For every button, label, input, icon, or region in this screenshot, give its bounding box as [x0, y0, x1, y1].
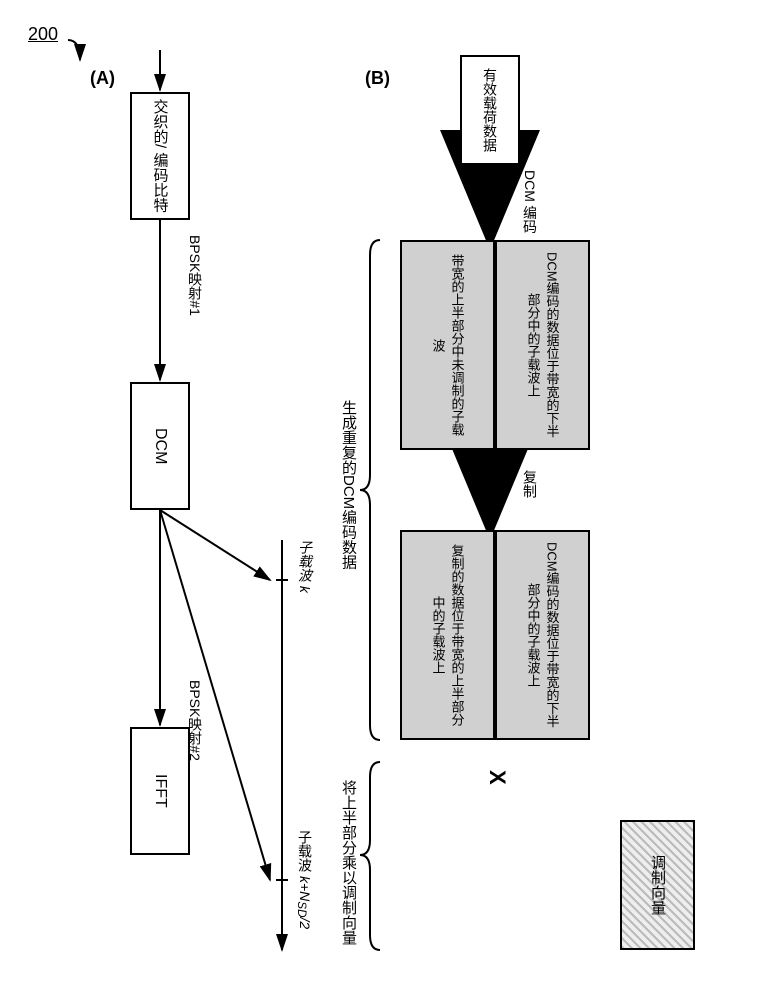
panel-a-marker: (A): [90, 68, 115, 89]
label-copy: 复制: [520, 470, 540, 498]
col2-top: 复制的数据位于带宽的上半部分中的子载波上: [400, 530, 495, 740]
col1-top: 带宽的上半部分中未调制的子载波: [400, 240, 495, 450]
brace1-label: 生成重复的DCM编码数据: [338, 400, 359, 569]
box-dcm: DCM: [130, 382, 190, 510]
diagram-root: 200: [20, 20, 753, 980]
label-dcm-encode: DCM 编码: [520, 170, 540, 234]
box-interleaved-bits: 交织的/ 编码比特: [130, 92, 190, 220]
col2-bot: DCM编码的数据位于带宽的下半部分中的子载波上: [495, 530, 590, 740]
label-bpsk1: BPSK映射#1: [185, 235, 205, 316]
box-payload-data: 有效载荷数据: [460, 55, 520, 165]
label-bpsk2: BPSK映射#2: [185, 680, 205, 761]
multiply-sign: X: [484, 770, 510, 785]
axis-label-k-nsd: 子载波 k+NSD/2: [295, 830, 315, 929]
box-mod-vector: 调制向量: [620, 820, 695, 950]
col1-bot: DCM编码的数据位于带宽的下半部分中的子载波上: [495, 240, 590, 450]
box-ifft: IFFT: [130, 727, 190, 855]
panel-b-marker: (B): [365, 68, 390, 89]
figure-ref: 200: [28, 24, 58, 45]
brace2-label: 将上半部分乘以调制向量: [338, 780, 359, 945]
axis-label-k: 子载波 k: [295, 540, 315, 593]
